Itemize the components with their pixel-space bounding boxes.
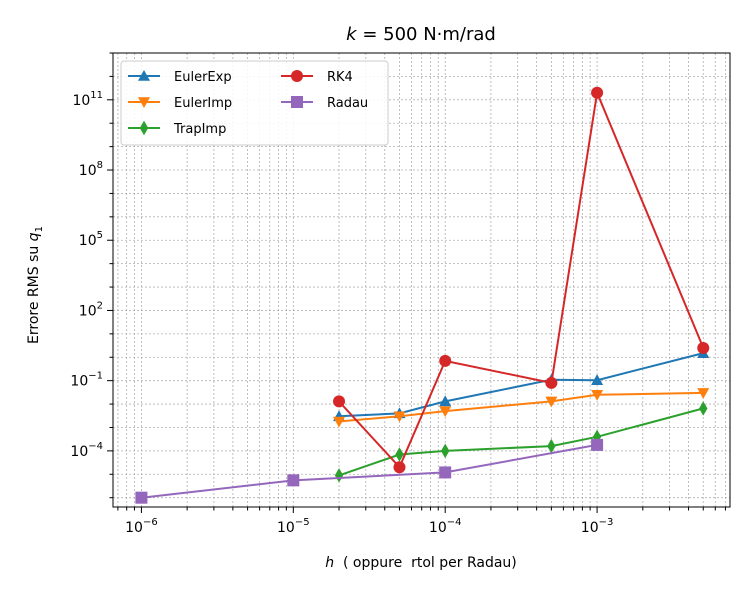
y-tick-label: 108 xyxy=(79,160,103,179)
data-point-radau xyxy=(135,491,148,504)
legend-marker-eulerexp xyxy=(138,70,150,81)
data-point-radau xyxy=(439,466,452,479)
data-point-trapimp xyxy=(440,443,450,459)
legend-item-trapimp: TrapImp xyxy=(128,120,226,137)
legend-label-rk4: RK4 xyxy=(327,70,353,85)
legend-item-rk4: RK4 xyxy=(281,70,353,85)
data-point-trapimp xyxy=(699,401,708,416)
data-point-eulerimp xyxy=(439,406,452,418)
series-line-eulerexp xyxy=(338,352,704,418)
legend-marker-trapimp xyxy=(139,120,149,136)
legend-item-eulerexp: EulerExp xyxy=(128,70,232,85)
series-radau xyxy=(135,438,604,504)
data-point-eulerimp xyxy=(591,389,604,401)
series-line-eulerimp xyxy=(338,391,704,423)
data-point-eulerexp xyxy=(591,374,604,385)
legend-marker-radau xyxy=(291,96,303,108)
x-tick-label: 10−6 xyxy=(125,517,158,536)
x-tick-label: 10−3 xyxy=(581,517,614,536)
legend-label-eulerimp: EulerImp xyxy=(174,96,232,111)
legend-item-radau: Radau xyxy=(281,96,368,111)
y-tick-label: 102 xyxy=(79,300,103,319)
y-axis-label: Errore RMS su q1 xyxy=(26,226,45,344)
data-point-rk4 xyxy=(545,376,558,389)
data-point-rk4 xyxy=(333,395,346,408)
legend-label-eulerexp: EulerExp xyxy=(174,70,232,85)
legend-box xyxy=(120,60,389,146)
legend-label-radau: Radau xyxy=(327,96,368,111)
data-point-eulerimp xyxy=(697,388,710,399)
data-point-eulerimp xyxy=(333,416,346,428)
grid xyxy=(113,52,730,507)
x-tick-label: 10−5 xyxy=(277,517,310,536)
x-axis-label: h ( oppure rtol per Radau) xyxy=(325,555,517,571)
x-tick-label: 10−4 xyxy=(429,517,462,536)
data-point-trapimp xyxy=(592,429,602,444)
data-point-trapimp xyxy=(395,447,404,462)
legend: EulerExp EulerImp TrapImp RK4 Radau xyxy=(120,60,389,146)
series-line-radau xyxy=(141,443,598,499)
y-tick-label: 10−1 xyxy=(70,371,103,390)
data-point-rk4 xyxy=(439,354,452,367)
legend-marker-rk4 xyxy=(291,70,303,82)
series-trapimp xyxy=(334,401,708,483)
data-point-eulerimp xyxy=(545,396,558,408)
y-tick-label: 10−4 xyxy=(70,441,103,460)
data-point-rk4 xyxy=(591,86,604,99)
series-line-trapimp xyxy=(338,407,704,477)
data-point-eulerimp xyxy=(393,411,406,423)
legend-label-trapimp: TrapImp xyxy=(173,122,226,137)
y-tick-label: 1011 xyxy=(72,90,103,109)
data-point-radau xyxy=(591,438,604,451)
data-point-eulerexp xyxy=(439,395,452,407)
legend-item-eulerimp: EulerImp xyxy=(128,96,232,111)
series-eulerimp xyxy=(333,388,710,428)
ticks: 10−6 10−5 10−4 10−3 10−4 10−1 102 105 108 1011 xyxy=(70,52,726,536)
chart-title: k = 500 N·m/rad xyxy=(346,24,496,45)
data-point-trapimp xyxy=(547,438,556,454)
data-point-rk4 xyxy=(393,461,406,474)
legend-marker-eulerimp xyxy=(138,97,150,108)
series-layer xyxy=(135,86,710,504)
y-tick-label: 105 xyxy=(79,230,103,249)
data-point-rk4 xyxy=(697,341,710,354)
series-line-rk4 xyxy=(338,89,705,470)
data-point-radau xyxy=(287,474,300,487)
series-rk4 xyxy=(333,86,710,474)
